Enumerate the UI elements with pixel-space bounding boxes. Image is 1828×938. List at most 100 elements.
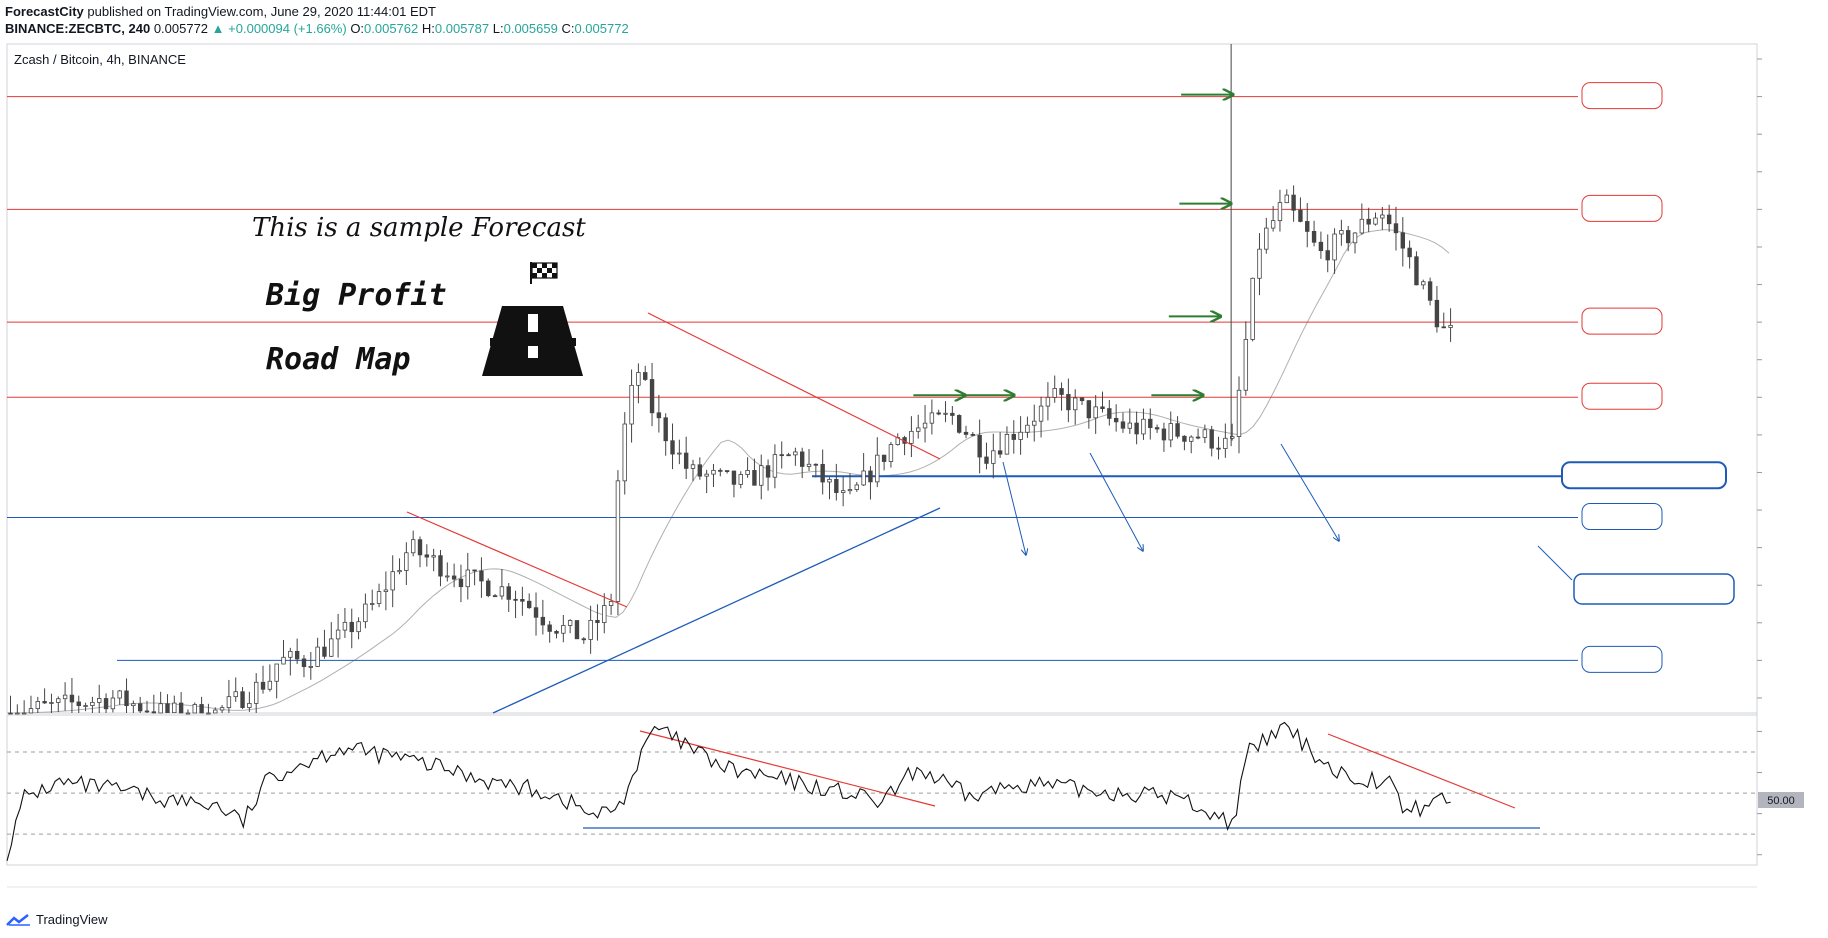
candle-body [929,412,935,424]
candle-body [329,638,334,657]
candle-body [76,701,81,707]
candle-body [445,575,450,578]
candle-body [1359,218,1365,234]
open-label: O: [350,21,365,36]
candle-body [513,598,518,601]
candle-body [49,702,54,704]
candle-body [1141,418,1146,435]
level-callout-r3 [1581,194,1663,222]
high-value: 0.005787 [434,21,490,36]
low-value: 0.005659 [503,21,558,36]
candle-body [1448,324,1453,328]
author-name[interactable]: ForecastCity [5,4,84,19]
candle-body [1277,202,1283,222]
candle-body [1284,194,1289,204]
candle-body [35,701,40,710]
candle-body [1018,431,1023,440]
candle-body [738,474,743,485]
candle-body [1066,394,1071,411]
candle-body [206,712,211,715]
candle-body [342,621,348,631]
candle-body [42,701,47,704]
candle-body [1052,388,1057,398]
candle-body [595,619,600,623]
candle-body [683,452,689,469]
candle-body [1229,436,1235,439]
candle-body [370,603,375,605]
footer-brand: TradingView [36,912,108,927]
candle-body [943,412,948,415]
candle-body [383,589,389,592]
candle-body [431,555,436,558]
moving-average-line [7,229,1450,714]
indicator-pane[interactable] [6,714,1758,866]
close-value: 0.005772 [574,21,629,36]
candle-body [451,575,457,580]
sl-callout [1573,573,1735,605]
candle-body [1025,424,1030,433]
candle-body [1352,232,1358,244]
candle-body [1175,423,1180,437]
candle-body [1195,436,1201,439]
close-label: C: [561,21,575,36]
level-lines [7,82,1735,673]
candle-body [1202,429,1208,438]
candle-body [363,603,368,623]
candle-body [922,422,928,429]
price-axis[interactable] [1757,58,1762,699]
candle-body [608,601,614,606]
price-pane[interactable] [6,43,1758,714]
candle-body [458,578,464,588]
candle-body [916,427,921,432]
candle-body [56,698,61,703]
candle-body [752,470,757,486]
candle-body [103,698,109,710]
candle-body [1257,248,1262,279]
candle-body [1216,447,1221,450]
checkered-flag-icon [530,262,558,284]
ma-path [7,229,1450,714]
candle-body [1407,247,1412,258]
candle-body [520,599,525,602]
candle-body [629,384,634,425]
candle-body [465,569,470,588]
candle-body [1093,406,1098,419]
candle-body [90,701,95,706]
annotation-arrow [1089,452,1143,551]
candle-body [69,694,75,703]
candle-body [199,704,204,714]
low-label: L: [492,21,504,36]
candle-body [1168,423,1173,441]
candle-body [745,470,750,475]
candle-body [956,415,962,433]
candle-body [1086,400,1092,419]
candle-body [1059,388,1064,395]
candle-body [793,451,798,456]
candle-body [1182,435,1187,442]
indicator-value-tag [1758,792,1804,808]
candle-body [1100,406,1105,409]
candle-body [1079,397,1085,402]
candle-body [8,712,13,715]
footer-branding[interactable]: TradingView [6,912,108,927]
candle-body [322,646,327,657]
candle-body [540,616,546,626]
candle-body [165,703,170,714]
down-trendline-2 [647,312,941,460]
candle-body [335,629,341,640]
candle-body [83,705,88,707]
candle-body [301,658,307,668]
candle-body [834,478,839,493]
candle-body [404,552,409,571]
big-profit-text: Big Profit [265,278,447,313]
candle-body [806,463,812,467]
candle-body [840,490,846,493]
annotation-arrow [1002,461,1026,555]
candle-body [561,625,566,634]
candle-body [1223,437,1228,449]
oscillator-line [6,721,1451,862]
candle-body [1427,281,1433,301]
candle-body [21,712,27,715]
candle-body [247,702,252,708]
